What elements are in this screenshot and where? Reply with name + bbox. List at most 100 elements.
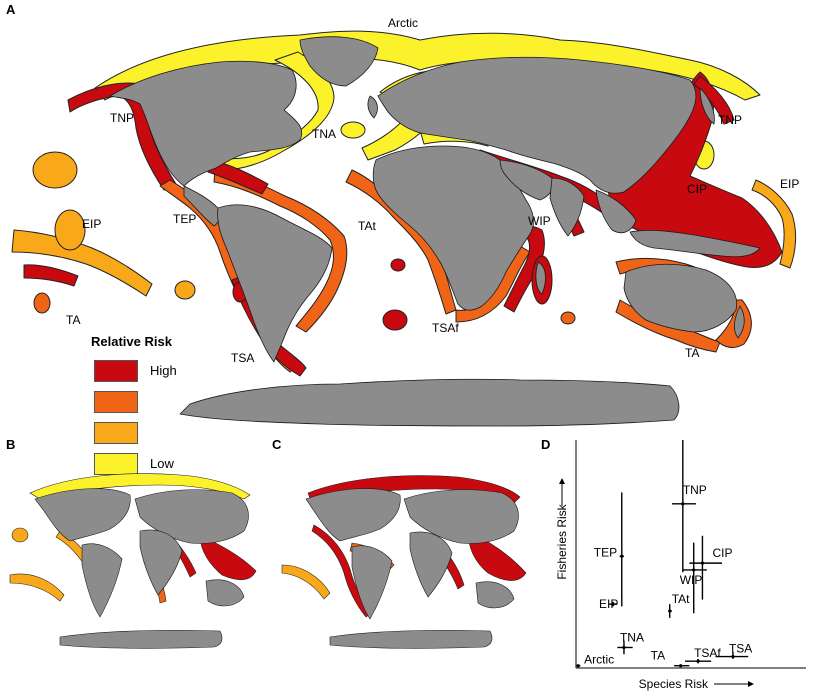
label-cip: CIP: [687, 182, 707, 196]
scatter-chart: TNP CIP WIP TEP EIP TAt TNA Arctic TA TSAf TSA Spe…: [555, 440, 806, 691]
risk-band-atlantic-sa: [213, 169, 348, 333]
dot-cip: [700, 561, 705, 565]
label-tnp-east: TNP: [718, 113, 742, 127]
land-south-america: [217, 204, 333, 363]
land-india: [549, 177, 585, 237]
region-labels: Arctic TNP TNP TNA EIP EIP TEP TAt WIP C…: [66, 16, 799, 365]
point-tsaf: TSAf: [685, 646, 721, 664]
dot-arctic: [576, 664, 580, 668]
land-north-america: [109, 60, 303, 187]
landmasses: [109, 36, 761, 427]
label-arctic: Arctic: [584, 653, 614, 667]
land-antarctica: [179, 378, 680, 427]
legend-title: Relative Risk: [91, 334, 172, 349]
point-tep: TEP: [594, 492, 624, 607]
point-wip: WIP: [680, 542, 707, 614]
label-tnp: TNP: [683, 483, 707, 497]
legend-label-high: High: [150, 363, 177, 378]
dot-tsa: [731, 655, 735, 659]
panel-letter-c: C: [272, 437, 282, 452]
label-tsa: TSA: [729, 642, 752, 656]
land-nz: [734, 305, 745, 339]
label-ta-east: TA: [685, 346, 699, 360]
label-tsa: TSA: [231, 351, 254, 365]
label-wip: WIP: [680, 573, 703, 587]
land-australia: [623, 263, 738, 333]
label-eip: EIP: [599, 597, 618, 611]
label-tna: TNA: [312, 127, 336, 141]
land-japan: [699, 87, 715, 125]
map-panel-c: [281, 475, 527, 649]
label-tat: TAt: [672, 592, 690, 606]
label-ta-west: TA: [66, 313, 80, 327]
risk-band-tristan: [382, 309, 408, 331]
label-tat: TAt: [358, 219, 376, 233]
land-indonesia: [629, 229, 761, 258]
land-africa: [372, 145, 534, 311]
label-ta: TA: [651, 649, 665, 663]
point-cip: CIP: [689, 535, 732, 600]
land-arabia: [499, 159, 554, 201]
dot-tat: [668, 609, 672, 613]
legend-swatch-2: [94, 390, 138, 413]
label-tsaf: TSAf: [432, 321, 459, 335]
dot-tsaf: [696, 659, 700, 663]
risk-band-caribbean: [207, 159, 269, 195]
y-axis-arrow-head: [559, 478, 565, 484]
land-europe-asia: [377, 56, 697, 194]
point-tat: TAt: [668, 592, 690, 618]
legend-row-3: [94, 417, 177, 448]
dot-tnp: [681, 502, 685, 506]
point-arctic: Arctic: [576, 653, 614, 668]
panel-letter-b: B: [6, 437, 16, 452]
point-ta: TA: [651, 649, 690, 668]
map-panel-b: [9, 473, 257, 649]
panel-letter-d: D: [541, 437, 551, 452]
risk-band-bermuda: [340, 121, 366, 139]
risk-band-ta-west: [33, 292, 51, 314]
label-tep: TEP: [594, 545, 617, 559]
point-eip: EIP: [599, 597, 618, 611]
land-greenland: [299, 36, 379, 87]
point-tnp: TNP: [671, 440, 707, 573]
panel-letter-a: A: [6, 2, 16, 17]
risk-band-hawaii: [32, 151, 78, 189]
risk-band-west-red: [23, 264, 79, 287]
legend: High Low: [94, 355, 177, 479]
label-arctic: Arctic: [388, 16, 418, 30]
legend-swatch-low: [94, 452, 138, 475]
land-se-asia: [595, 189, 637, 234]
legend-row-2: [94, 386, 177, 417]
y-axis-label: Fisheries Risk: [555, 503, 569, 579]
risk-band-st-helena: [390, 258, 406, 272]
label-eip-east: EIP: [780, 177, 799, 191]
risk-band-eip-islands: [54, 209, 86, 251]
dot-wip: [692, 568, 696, 572]
dot-eip: [611, 602, 615, 606]
label-tep: TEP: [173, 212, 196, 226]
label-eip-west: EIP: [82, 217, 101, 231]
legend-row-low: Low: [94, 448, 177, 479]
point-tsa: TSA: [715, 642, 752, 659]
label-cip: CIP: [712, 546, 732, 560]
legend-swatch-3: [94, 421, 138, 444]
dot-tna: [622, 645, 626, 650]
main-risk-map: Arctic TNP TNP TNA EIP EIP TEP TAt WIP C…: [11, 16, 799, 427]
scatter-axes: [559, 440, 806, 687]
x-axis-arrow-head: [748, 681, 754, 687]
risk-band-eip-east: [751, 179, 797, 269]
label-wip: WIP: [528, 214, 551, 228]
legend-row-high: High: [94, 355, 177, 386]
land-madagascar: [535, 261, 546, 295]
scatter-marks: TNP CIP WIP TEP EIP TAt TNA Arctic TA TSAf TSA: [576, 440, 752, 668]
label-tna: TNA: [620, 630, 644, 644]
point-tna: TNA: [617, 630, 644, 655]
risk-band-mascarene: [560, 311, 576, 325]
label-tnp-west: TNP: [110, 111, 134, 125]
legend-swatch-high: [94, 359, 138, 382]
dot-ta: [679, 664, 683, 668]
dot-tep: [620, 554, 624, 558]
label-tsaf: TSAf: [694, 646, 721, 660]
land-uk: [367, 95, 378, 119]
x-axis-label: Species Risk: [639, 677, 709, 691]
